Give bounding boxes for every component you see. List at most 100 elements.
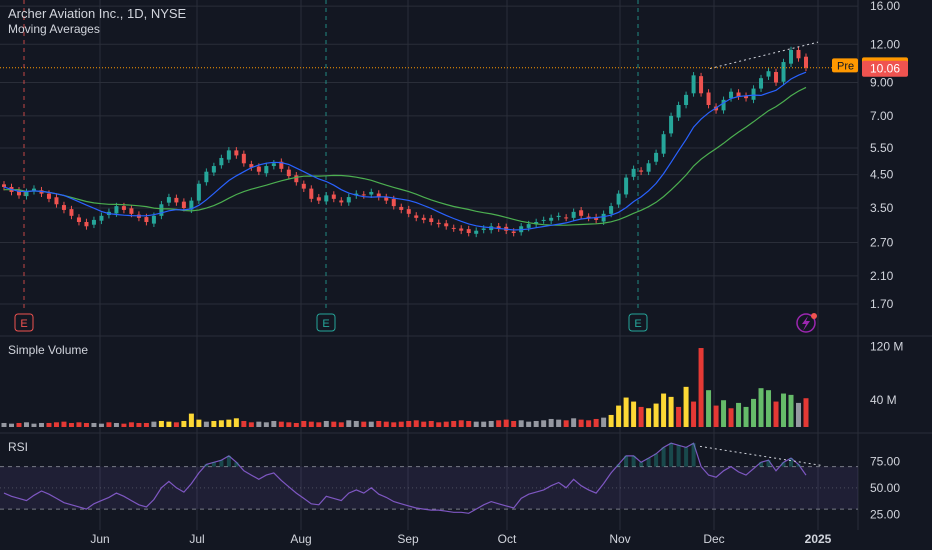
candle-body	[594, 217, 599, 220]
candle-body	[129, 208, 134, 214]
price-tick-label: 3.50	[870, 201, 894, 215]
volume-bar	[421, 421, 427, 427]
volume-bar	[758, 388, 764, 427]
rsi-tick-label: 50.00	[870, 481, 900, 495]
volume-bar	[541, 420, 547, 427]
candle-body	[436, 222, 441, 225]
candle-body	[391, 199, 396, 207]
candle-body	[279, 161, 284, 169]
earnings-marker	[14, 313, 34, 332]
volume-bar	[226, 419, 232, 427]
volume-bar	[766, 390, 772, 427]
candle-body	[226, 150, 231, 160]
candle-body	[61, 205, 66, 210]
volume-bar	[353, 420, 359, 427]
volume-bar	[503, 419, 509, 427]
candle-body	[309, 188, 314, 199]
volume-bar	[728, 408, 734, 427]
candle-body	[151, 215, 156, 224]
volume-bar	[781, 393, 787, 427]
candle-body	[534, 222, 539, 225]
volume-bar	[346, 420, 352, 427]
volume-bar	[443, 421, 449, 427]
pre-label-badge	[832, 58, 858, 73]
volume-bar	[113, 422, 119, 427]
volume-bar	[563, 420, 569, 427]
volume-bar	[301, 420, 307, 427]
volume-bar	[211, 420, 217, 427]
candle-body	[744, 95, 749, 99]
candle-body	[114, 206, 119, 214]
volume-bar	[653, 403, 659, 427]
chart-title: Archer Aviation Inc., 1D, NYSE	[8, 6, 187, 21]
candle-body	[586, 216, 591, 218]
candle-body	[631, 168, 636, 177]
candle-body	[174, 197, 179, 203]
candle-body	[219, 157, 224, 166]
volume-bar	[646, 408, 652, 427]
volume-bar	[743, 406, 749, 427]
volume-tick-label: 120 M	[870, 340, 903, 354]
volume-bar	[121, 423, 127, 427]
volume-bar	[481, 421, 487, 427]
volume-bar	[128, 422, 134, 427]
candle-body	[646, 163, 651, 172]
axes: 16.00 12.00 9.00 7.00 5.50 4.50 3.50 2.70 2.10 1.…	[90, 0, 903, 546]
volume-bar	[143, 422, 149, 427]
candle-body	[121, 206, 126, 210]
volume-bar	[736, 402, 742, 427]
volume-bar	[338, 422, 344, 427]
earnings-marker	[628, 313, 648, 332]
candle-body	[579, 210, 584, 216]
candle-body	[256, 166, 261, 172]
volume-bar	[661, 393, 667, 427]
volume-bar	[16, 422, 22, 427]
volume-bar	[218, 420, 224, 427]
time-tick-label: Sep	[397, 532, 419, 546]
volume-pane[interactable]	[1, 348, 809, 427]
volume-bar	[721, 400, 727, 427]
volume-bar	[586, 420, 592, 427]
candle-body	[729, 91, 734, 99]
volume-tick-label: 40 M	[870, 393, 897, 407]
candle-body	[444, 223, 449, 227]
candle-body	[721, 99, 726, 111]
candle-body	[429, 218, 434, 223]
candle-body	[99, 215, 104, 221]
candle-body	[346, 197, 351, 203]
volume-bar	[706, 390, 712, 427]
volume-bar	[278, 421, 284, 427]
volume-bar	[466, 420, 472, 427]
candle-body	[609, 206, 614, 214]
candle-body	[676, 104, 681, 118]
volume-bar	[436, 422, 442, 427]
volume-bar	[68, 422, 74, 427]
volume-bar	[451, 420, 457, 427]
volume-bar	[623, 397, 629, 427]
notification-dot	[811, 313, 817, 319]
candle-body	[639, 170, 644, 172]
volume-bar	[53, 422, 59, 427]
volume-bar	[578, 419, 584, 427]
volume-bar	[98, 423, 104, 427]
volume-bar	[773, 401, 779, 427]
volume-bar	[511, 420, 517, 427]
volume-bar	[248, 422, 254, 427]
price-tick-label: 4.50	[870, 168, 894, 182]
volume-bar	[23, 422, 29, 427]
volume-bar	[406, 420, 412, 427]
candle-body	[474, 230, 479, 234]
candle-body	[271, 163, 276, 167]
candle-body	[481, 228, 486, 230]
candle-body	[241, 153, 246, 164]
lightning-circle	[796, 313, 816, 333]
volume-bar	[196, 419, 202, 427]
candle-body	[654, 152, 659, 162]
volume-bar	[533, 420, 539, 427]
earnings-marker	[316, 313, 336, 332]
volume-bar	[751, 398, 757, 427]
candle-body	[2, 184, 6, 187]
rsi-pane-title: RSI	[8, 440, 29, 454]
rsi-pane[interactable]	[0, 442, 858, 514]
